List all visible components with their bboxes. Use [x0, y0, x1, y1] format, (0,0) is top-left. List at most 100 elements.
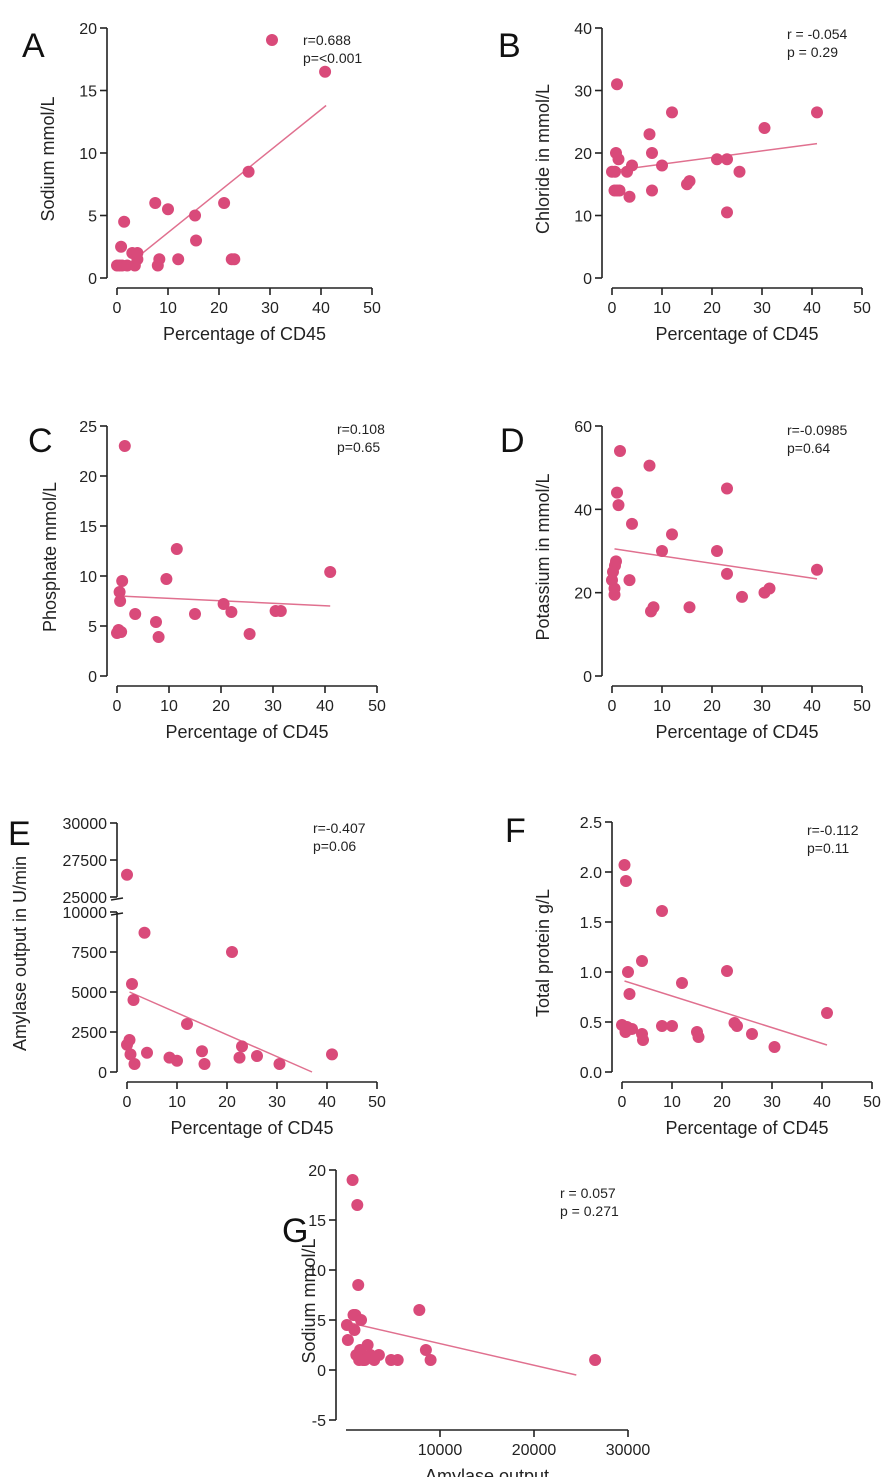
x-tick-label: 10	[663, 1094, 681, 1111]
y-tick-label: 10000	[63, 905, 108, 922]
stat-annotation: p = 0.271	[560, 1203, 619, 1219]
data-point	[189, 608, 201, 620]
y-axis-label: Potassium in mmol/L	[533, 473, 553, 640]
y-tick-label: 0	[88, 669, 97, 686]
data-point	[196, 1045, 208, 1058]
y-tick-label: 0.5	[580, 1015, 602, 1032]
y-tick-label: 2.5	[580, 815, 602, 832]
data-point	[251, 1050, 263, 1062]
data-point	[636, 955, 648, 967]
x-tick-label: 10	[653, 698, 671, 715]
x-tick-label: 30	[268, 1094, 286, 1111]
y-tick-label: 60	[574, 419, 592, 436]
y-tick-label: 27500	[63, 853, 108, 870]
data-point	[643, 459, 656, 472]
y-tick-label: 40	[574, 21, 592, 38]
chart-panel-B: B 0 10 20 30 40 50 Percentage of CD45 0 10 20 30 40 C…	[498, 21, 871, 344]
x-tick-label: 40	[803, 698, 821, 715]
data-point	[118, 215, 131, 228]
data-point	[189, 209, 202, 222]
chart-panel-D: D 0 10 20 30 40 50 Percentage of CD45 0 20 40 60 Pot…	[500, 419, 871, 742]
data-point	[666, 106, 678, 119]
panel-letter: A	[22, 27, 45, 65]
data-point	[656, 905, 668, 917]
data-point	[226, 946, 238, 958]
axis-break-mark	[110, 912, 124, 916]
regression-line	[129, 991, 313, 1073]
panel-letter: E	[8, 815, 31, 853]
data-point	[149, 197, 162, 209]
data-point	[611, 78, 623, 91]
y-tick-label: 10	[308, 1263, 326, 1280]
chart-panel-G: G 10000 20000 30000 Amylase output -5 0 5 10 15 20…	[282, 1163, 650, 1477]
data-point	[763, 582, 776, 595]
y-tick-label: 2.0	[580, 865, 602, 882]
y-tick-label: 20	[574, 146, 592, 163]
data-point	[346, 1174, 359, 1186]
x-tick-label: 0	[123, 1094, 132, 1111]
data-point	[626, 159, 638, 172]
data-point	[348, 1324, 361, 1336]
panel-letter: G	[282, 1212, 308, 1250]
x-tick-label: 20	[212, 698, 230, 715]
y-tick-label: 20	[79, 469, 97, 486]
stat-annotation: p=<0.001	[303, 50, 362, 66]
data-point	[160, 573, 173, 585]
data-point	[811, 563, 823, 576]
data-point	[612, 153, 625, 166]
y-tick-label: 0.0	[580, 1065, 602, 1082]
data-point	[721, 153, 733, 166]
y-tick-label: 20	[574, 586, 592, 603]
data-point	[153, 253, 166, 266]
data-point	[118, 440, 131, 452]
panel-letter: C	[28, 422, 53, 460]
x-tick-label: 30	[763, 1094, 781, 1111]
x-axis-label: Percentage of CD45	[165, 722, 328, 742]
x-tick-label: 50	[368, 698, 386, 715]
x-tick-label: 20	[210, 300, 228, 317]
x-tick-label: 0	[113, 300, 122, 317]
y-tick-label: 15	[308, 1213, 326, 1230]
data-point	[610, 555, 622, 568]
data-point	[172, 253, 185, 266]
x-tick-label: 30	[753, 300, 771, 317]
data-point	[413, 1304, 426, 1316]
data-point	[361, 1339, 374, 1351]
x-tick-label: 10	[168, 1094, 186, 1111]
y-tick-label: 30	[574, 84, 592, 101]
stat-annotation: p=0.65	[337, 439, 380, 455]
y-tick-label: 0	[98, 1065, 107, 1082]
axis-break-mark	[110, 897, 124, 901]
data-point	[666, 528, 678, 541]
stat-annotation: r = 0.057	[560, 1185, 616, 1201]
x-tick-label: 0	[608, 698, 617, 715]
stat-annotation: p=0.64	[787, 440, 830, 456]
y-tick-label: 0	[583, 271, 592, 288]
data-point	[190, 234, 203, 247]
y-tick-label: 0	[583, 669, 592, 686]
x-axis-label: Percentage of CD45	[655, 722, 818, 742]
data-point	[626, 1023, 638, 1035]
data-point	[646, 184, 658, 197]
data-point	[273, 1058, 286, 1070]
y-axis-label: Sodium mmol/L	[38, 96, 58, 221]
y-tick-label: 15	[79, 84, 97, 101]
x-tick-label: 20	[703, 698, 721, 715]
y-tick-label: 30000	[63, 816, 108, 833]
data-point	[274, 605, 287, 617]
panel-letter: D	[500, 422, 525, 460]
data-point	[128, 1058, 141, 1070]
data-point	[746, 1028, 758, 1040]
data-point	[611, 486, 623, 499]
x-tick-label: 50	[368, 1094, 386, 1111]
y-axis-label: Chloride in mmol/L	[533, 84, 553, 234]
data-point	[115, 240, 128, 253]
chart-panel-F: F 0 10 20 30 40 50 Percentage of CD45 0.0 0.5 1.0 1…	[505, 812, 881, 1138]
data-point	[326, 1048, 338, 1061]
x-tick-label: 0	[618, 1094, 627, 1111]
data-point	[622, 966, 634, 978]
y-tick-label: 15	[79, 519, 97, 536]
data-point	[626, 517, 638, 530]
data-point	[123, 1034, 136, 1046]
data-point	[141, 1046, 153, 1059]
